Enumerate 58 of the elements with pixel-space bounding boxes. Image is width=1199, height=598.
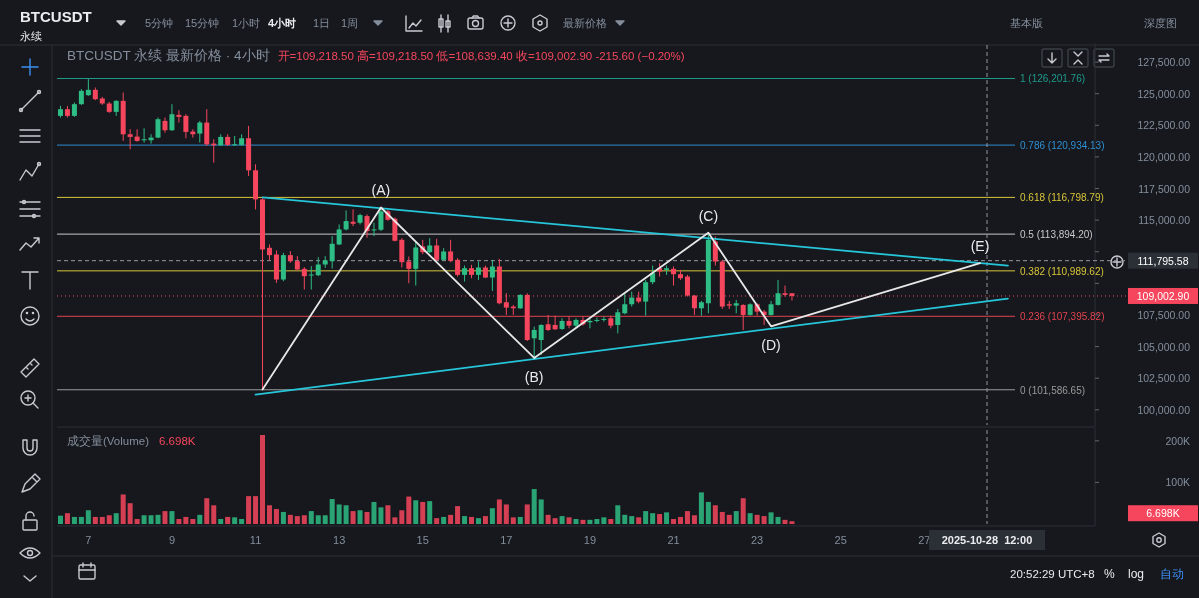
text: 1周 xyxy=(341,17,359,29)
x-tick-label: 7 xyxy=(85,534,92,546)
text: 20:52:29 UTC+8 xyxy=(1010,568,1095,580)
text: 永续 xyxy=(20,30,42,42)
text: 深度图 xyxy=(1144,17,1177,29)
x-tick-label: 19 xyxy=(583,534,597,546)
x-tick-label: 21 xyxy=(667,534,680,546)
y-tick-label: 120,000.00 xyxy=(1137,150,1191,163)
text: 4小时 xyxy=(268,17,297,29)
chart-title: 成交量(Volume) xyxy=(67,434,150,447)
annotation: (E) xyxy=(970,238,990,255)
y-tick-label: 200K xyxy=(1165,434,1190,447)
text: 1小时 xyxy=(232,17,261,29)
ref-line-label: 2025-10-28 12:00 xyxy=(941,534,1033,546)
chart-title: BTCUSDT 永续 最新价格 · 4小时 xyxy=(67,48,270,63)
y-tick-label: 105,000.00 xyxy=(1137,340,1191,353)
y-tick-label: 127,500.00 xyxy=(1137,56,1191,69)
ref-line-label: 109,002.90 xyxy=(1136,289,1190,302)
text: BTCUSDT xyxy=(20,8,92,25)
text: 自动 xyxy=(1160,567,1184,581)
y-tick-label: 125,000.00 xyxy=(1137,87,1191,100)
annotation: (B) xyxy=(524,368,544,385)
ref-line-label: 0.382 (110,989.62) xyxy=(1020,265,1104,277)
x-tick-label: 23 xyxy=(751,534,764,546)
y-tick-label: 122,500.00 xyxy=(1137,119,1191,132)
x-tick-label: 15 xyxy=(416,534,429,546)
text: 最新价格 xyxy=(563,17,607,29)
text: log xyxy=(1128,567,1145,581)
y-tick-label: 115,000.00 xyxy=(1138,214,1191,227)
x-tick-label: 17 xyxy=(500,534,513,546)
ref-line-label: 1 (126,201.76) xyxy=(1020,73,1086,85)
x-tick-label: 9 xyxy=(168,534,176,546)
chart-subtitle: 开=109,218.50 高=109,218.50 低=108,639.40 收=109,002.90 -215.60 (−0.20%) xyxy=(277,49,685,62)
y-tick-label: 102,500.00 xyxy=(1137,372,1191,385)
annotation: (C) xyxy=(698,207,719,224)
text: 基本版 xyxy=(1010,17,1043,29)
text: 1日 xyxy=(313,17,331,29)
ref-line-label: 0.618 (116,798.79) xyxy=(1020,192,1104,204)
ref-line-label: 0.236 (107,395.82) xyxy=(1020,311,1105,323)
annotation: 6.698K xyxy=(159,435,196,447)
text: 15分钟 xyxy=(185,17,220,29)
y-tick-label: 117,500.00 xyxy=(1138,182,1191,195)
x-tick-label: 25 xyxy=(834,534,847,546)
x-tick-label: 13 xyxy=(333,534,346,546)
annotation: (A) xyxy=(371,182,391,199)
x-tick-label: 11 xyxy=(249,534,262,546)
text: % xyxy=(1104,567,1115,581)
ref-line-label: 111,795.58 xyxy=(1137,254,1189,267)
ref-line-label: 0.5 (113,894.20) xyxy=(1020,229,1093,241)
text: 5分钟 xyxy=(145,17,174,29)
x-tick-label: 27 xyxy=(918,534,931,546)
ref-line-label: 0.786 (120,934.13) xyxy=(1020,140,1105,152)
y-tick-label: 100K xyxy=(1165,476,1190,489)
annotation: (D) xyxy=(761,337,781,354)
text: 6.698K xyxy=(1146,507,1180,520)
y-tick-label: 107,500.00 xyxy=(1137,308,1191,321)
ref-line-label: 0 (101,586.65) xyxy=(1020,384,1086,396)
y-tick-label: 100,000.00 xyxy=(1137,403,1191,416)
